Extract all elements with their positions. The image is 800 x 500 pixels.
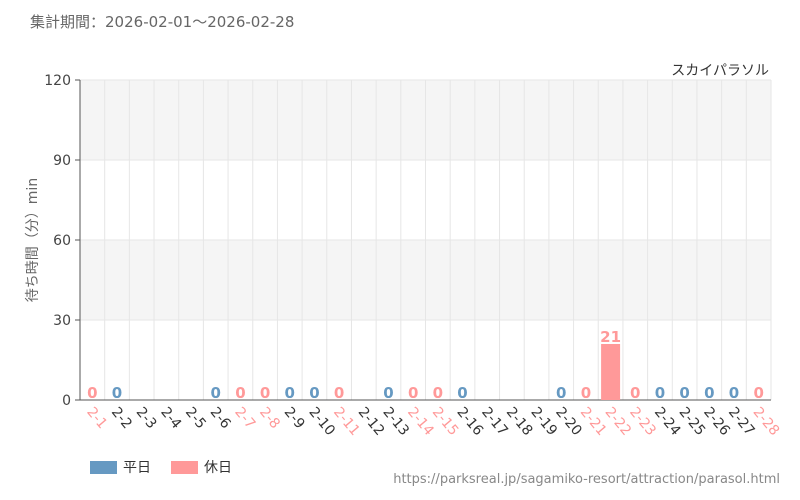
data-label: 0 bbox=[655, 384, 665, 402]
data-label: 0 bbox=[679, 384, 689, 402]
y-tick-label: 0 bbox=[62, 393, 71, 409]
x-tick-label: 2-28 bbox=[750, 404, 783, 439]
x-tick-label: 2-14 bbox=[404, 404, 437, 439]
data-label: 0 bbox=[211, 384, 221, 402]
period-header: 集計期間：2026-02-01〜2026-02-28 bbox=[30, 11, 294, 32]
bar-holiday bbox=[601, 344, 621, 400]
x-tick-label: 2-18 bbox=[503, 404, 536, 439]
x-tick-label: 2-16 bbox=[453, 404, 486, 439]
x-tick-label: 2-26 bbox=[700, 404, 733, 439]
x-tick-label: 2-6 bbox=[207, 404, 234, 432]
x-tick-label: 2-13 bbox=[379, 404, 412, 439]
x-tick-label: 2-20 bbox=[552, 404, 585, 439]
x-tick-label: 2-2 bbox=[108, 404, 135, 432]
data-label: 0 bbox=[556, 384, 566, 402]
legend-item-holiday[interactable]: 休日 bbox=[171, 457, 232, 477]
legend-swatch-weekday bbox=[90, 460, 117, 474]
data-label: 0 bbox=[753, 384, 763, 402]
data-label: 0 bbox=[457, 384, 467, 402]
x-tick-label: 2-19 bbox=[527, 404, 560, 439]
x-tick-label: 2-15 bbox=[429, 404, 462, 439]
data-label: 0 bbox=[433, 384, 443, 402]
y-tick-label: 30 bbox=[53, 313, 71, 329]
data-label: 0 bbox=[235, 384, 245, 402]
source-url: https://parksreal.jp/sagamiko-resort/att… bbox=[393, 472, 780, 487]
chart-legend: 平日 休日 bbox=[90, 457, 252, 477]
data-label: 0 bbox=[87, 384, 97, 402]
data-label: 0 bbox=[408, 384, 418, 402]
y-tick-label: 90 bbox=[53, 153, 71, 169]
legend-swatch-holiday bbox=[171, 460, 198, 474]
y-tick-label: 120 bbox=[44, 73, 71, 89]
data-label: 0 bbox=[112, 384, 122, 402]
x-tick-label: 2-4 bbox=[157, 404, 184, 432]
period-label: 集計期間： bbox=[30, 13, 106, 31]
data-label: 0 bbox=[285, 384, 295, 402]
x-tick-label: 2-12 bbox=[355, 404, 388, 439]
x-tick-label: 2-25 bbox=[676, 404, 709, 439]
x-tick-label: 2-21 bbox=[577, 404, 610, 439]
x-tick-label: 2-23 bbox=[626, 404, 659, 439]
x-tick-label: 2-17 bbox=[478, 404, 511, 439]
x-tick-label: 2-5 bbox=[182, 404, 209, 432]
period-separator: 〜 bbox=[192, 13, 208, 31]
data-label: 21 bbox=[600, 328, 621, 346]
x-tick-label: 2-3 bbox=[133, 404, 160, 432]
legend-item-weekday[interactable]: 平日 bbox=[90, 457, 151, 477]
chart-title: スカイパラソル bbox=[671, 63, 769, 79]
y-axis-label: 待ち時間（分）min bbox=[25, 178, 41, 302]
x-tick-label: 2-8 bbox=[256, 404, 283, 432]
x-tick-label: 2-10 bbox=[305, 404, 338, 439]
x-tick-label: 2-24 bbox=[651, 404, 684, 439]
data-label: 0 bbox=[260, 384, 270, 402]
data-label: 0 bbox=[704, 384, 714, 402]
data-label: 0 bbox=[334, 384, 344, 402]
data-label: 0 bbox=[309, 384, 319, 402]
period-end: 2026-02-28 bbox=[207, 13, 295, 31]
x-tick-label: 2-22 bbox=[602, 404, 635, 439]
x-tick-label: 2-27 bbox=[725, 404, 758, 439]
data-label: 0 bbox=[630, 384, 640, 402]
x-tick-label: 2-7 bbox=[231, 404, 258, 432]
x-tick-label: 2-1 bbox=[83, 404, 110, 432]
data-label: 0 bbox=[581, 384, 591, 402]
legend-label-weekday: 平日 bbox=[123, 460, 151, 476]
data-label: 0 bbox=[383, 384, 393, 402]
legend-label-holiday: 休日 bbox=[204, 460, 232, 476]
x-tick-label: 2-11 bbox=[330, 404, 363, 439]
y-tick-label: 60 bbox=[53, 233, 71, 249]
data-label: 0 bbox=[729, 384, 739, 402]
x-tick-label: 2-9 bbox=[281, 404, 308, 432]
period-start: 2026-02-01 bbox=[105, 13, 193, 31]
